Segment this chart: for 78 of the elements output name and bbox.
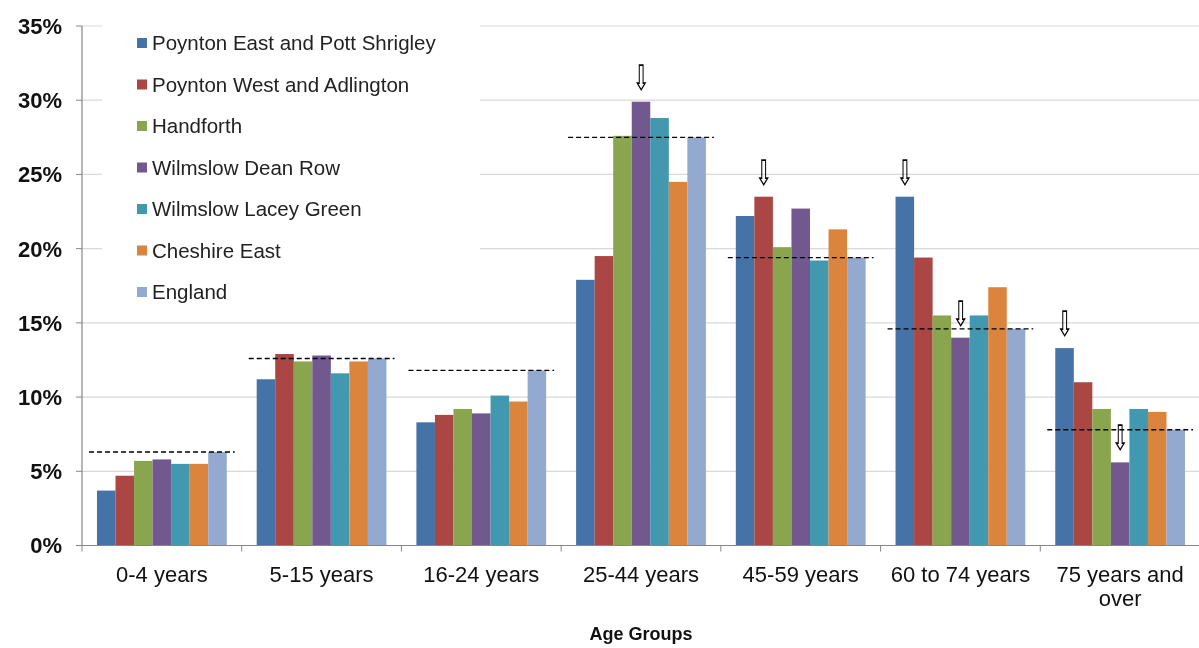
bar bbox=[791, 208, 810, 546]
legend-label: England bbox=[152, 280, 228, 304]
bar bbox=[1147, 411, 1167, 546]
legend-label: Cheshire East bbox=[152, 238, 282, 262]
bar bbox=[275, 354, 294, 546]
bar bbox=[453, 408, 473, 546]
bar bbox=[594, 256, 614, 546]
bar bbox=[312, 355, 331, 546]
bar bbox=[847, 257, 866, 546]
bar bbox=[576, 279, 595, 546]
data-label: ⇩ bbox=[951, 292, 970, 335]
y-tick-label: 30% bbox=[17, 88, 62, 114]
y-tick-label: 25% bbox=[17, 162, 62, 188]
bar bbox=[171, 463, 190, 546]
bar bbox=[208, 451, 227, 546]
bar bbox=[687, 137, 706, 546]
bar bbox=[895, 196, 915, 546]
x-axis-title: Age Groups bbox=[589, 624, 693, 644]
bar bbox=[96, 490, 116, 546]
legend-label: Poynton West and Adlington bbox=[152, 72, 410, 96]
bar bbox=[988, 287, 1007, 546]
bar bbox=[416, 422, 435, 546]
y-tick-label: 35% bbox=[17, 13, 62, 39]
legend-label: Handforth bbox=[152, 114, 243, 138]
bar bbox=[434, 414, 454, 546]
x-tick-label: 16-24 years bbox=[423, 561, 540, 587]
bar bbox=[1092, 408, 1111, 546]
bar bbox=[969, 315, 989, 546]
x-tick-label: 45-59 years bbox=[742, 561, 859, 587]
bar bbox=[828, 229, 848, 546]
bar bbox=[527, 370, 547, 546]
bar bbox=[472, 413, 491, 546]
bar bbox=[1166, 429, 1186, 546]
bar bbox=[349, 361, 368, 546]
bar bbox=[772, 247, 792, 546]
bar bbox=[932, 315, 952, 546]
bar bbox=[754, 196, 773, 546]
bar bbox=[134, 460, 153, 546]
legend-label: Wilmslow Dean Row bbox=[152, 155, 341, 179]
y-tick-label: 20% bbox=[17, 236, 62, 262]
x-tick-label: 25-44 years bbox=[582, 561, 700, 587]
bar bbox=[1073, 382, 1093, 546]
data-label: ⇩ bbox=[754, 151, 773, 194]
bar bbox=[189, 463, 209, 546]
bar bbox=[330, 373, 350, 546]
bar bbox=[152, 459, 172, 546]
bar bbox=[735, 215, 755, 546]
x-tick-label: 0-4 years bbox=[116, 561, 208, 587]
data-label: ⇩ bbox=[1055, 303, 1074, 345]
bar bbox=[256, 379, 276, 546]
data-label: ⇩ bbox=[1111, 417, 1129, 459]
bar bbox=[293, 361, 313, 546]
legend-label: Wilmslow Lacey Green bbox=[152, 197, 362, 221]
bar bbox=[809, 260, 829, 546]
bar bbox=[1055, 348, 1074, 546]
bar bbox=[631, 101, 651, 546]
bar bbox=[1129, 408, 1148, 546]
y-tick-label: 0% bbox=[30, 533, 62, 559]
legend-label: Poynton East and Pott Shrigley bbox=[152, 31, 437, 55]
y-tick-label: 10% bbox=[17, 384, 62, 410]
data-label: ⇩ bbox=[896, 151, 914, 194]
bar bbox=[490, 395, 510, 546]
bar bbox=[650, 118, 669, 546]
bar bbox=[367, 358, 387, 546]
x-tick-label: 60 to 74 years bbox=[890, 561, 1031, 587]
y-tick-label: 5% bbox=[30, 459, 62, 485]
y-tick-label: 15% bbox=[17, 310, 62, 336]
bar bbox=[115, 475, 135, 546]
bar bbox=[668, 181, 688, 546]
bar bbox=[1006, 328, 1026, 546]
bar bbox=[509, 401, 528, 546]
x-tick-label: 75 years and over bbox=[1056, 561, 1184, 611]
data-label: ⇩ bbox=[632, 56, 650, 99]
x-tick-label: 5-15 years bbox=[269, 561, 374, 587]
bar bbox=[613, 135, 632, 546]
bar bbox=[1110, 462, 1130, 546]
bar bbox=[951, 337, 970, 546]
bar bbox=[914, 257, 933, 546]
